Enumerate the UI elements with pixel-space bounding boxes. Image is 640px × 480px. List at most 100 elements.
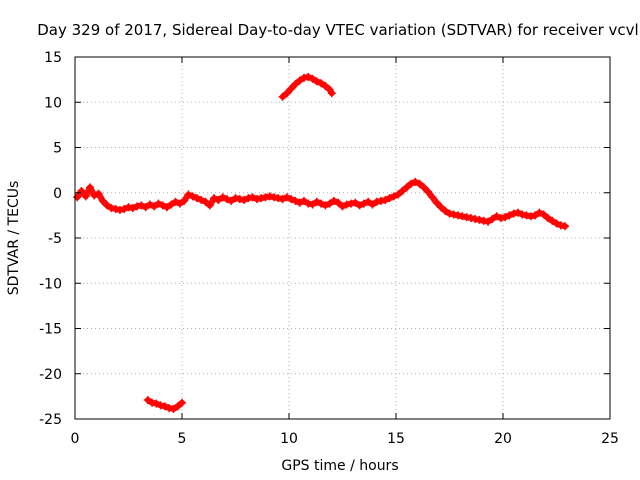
y-tick-label: -10	[39, 276, 62, 292]
data-point	[484, 217, 493, 226]
data-point	[214, 195, 223, 204]
data-point	[291, 196, 300, 205]
data-point	[175, 199, 184, 208]
data-point	[295, 76, 304, 85]
y-tick-label: -5	[48, 231, 62, 247]
data-point	[548, 216, 557, 225]
data-point	[445, 209, 454, 218]
data-point	[111, 205, 120, 214]
y-tick-label: -25	[39, 412, 62, 428]
data-point	[222, 195, 231, 204]
y-tick-label: 15	[44, 50, 62, 66]
data-point	[171, 197, 180, 206]
data-point	[73, 193, 82, 202]
data-point	[432, 198, 441, 207]
data-point	[85, 183, 94, 192]
data-point	[124, 203, 133, 212]
y-tick-label: 0	[53, 186, 62, 202]
series-arc-1	[278, 72, 336, 101]
data-point	[180, 196, 189, 205]
data-point	[210, 194, 219, 203]
data-point	[143, 395, 152, 404]
data-point	[282, 193, 291, 202]
data-point	[449, 210, 458, 219]
data-point	[188, 192, 197, 201]
data-point	[441, 206, 450, 215]
data-point	[561, 222, 570, 231]
data-point	[257, 194, 266, 203]
data-point	[539, 210, 548, 219]
data-point	[165, 404, 174, 413]
data-point	[488, 214, 497, 223]
data-point	[173, 402, 182, 411]
data-point	[287, 84, 296, 93]
data-point	[325, 199, 334, 208]
data-point	[458, 212, 467, 221]
data-point	[265, 192, 274, 201]
y-axis-label: SDTVAR / TECUs	[6, 181, 22, 296]
chart-title: Day 329 of 2017, Sidereal Day-to-day VTE…	[37, 21, 638, 39]
data-point	[282, 89, 291, 98]
data-point	[347, 199, 356, 208]
data-point	[513, 208, 522, 217]
data-point	[308, 74, 317, 83]
data-point	[327, 89, 336, 98]
data-point	[103, 201, 112, 210]
data-point	[145, 200, 154, 209]
data-point	[321, 201, 330, 210]
data-point	[304, 72, 313, 81]
data-point	[505, 211, 514, 220]
series-main	[73, 177, 570, 231]
data-point	[479, 216, 488, 225]
data-point	[402, 183, 411, 192]
data-point	[398, 186, 407, 195]
data-point	[317, 199, 326, 208]
data-point	[394, 190, 403, 199]
data-point	[471, 214, 480, 223]
data-point	[120, 205, 129, 214]
data-point	[201, 197, 210, 206]
data-point	[115, 205, 124, 214]
x-tick-label: 15	[387, 431, 405, 447]
x-tick-label: 0	[71, 431, 80, 447]
data-point	[543, 214, 552, 223]
data-point	[312, 77, 321, 86]
data-point	[295, 198, 304, 207]
data-point	[501, 213, 510, 222]
data-point	[411, 177, 420, 186]
data-point	[377, 196, 386, 205]
data-point	[133, 202, 142, 211]
data-point	[359, 199, 368, 208]
y-tick-label: 10	[44, 95, 62, 111]
data-point	[94, 189, 103, 198]
data-point	[424, 187, 433, 196]
data-point	[299, 196, 308, 205]
data-point	[299, 73, 308, 82]
data-point	[304, 199, 313, 208]
data-point	[321, 81, 330, 90]
axis-ticks: 0 5 10 15 20 25 15 10 5 0 -5 -10 -15 -20 -25	[39, 50, 619, 447]
data-point	[406, 179, 415, 188]
data-point	[158, 201, 167, 210]
x-axis-label: GPS time / hours	[281, 458, 398, 474]
data-point	[342, 200, 351, 209]
data-point	[466, 214, 475, 223]
data-point	[334, 198, 343, 207]
data-point	[240, 195, 249, 204]
data-point	[248, 193, 257, 202]
data-point	[98, 196, 107, 205]
data-point	[454, 211, 463, 220]
data-point	[278, 195, 287, 204]
data-point	[415, 179, 424, 188]
data-point	[526, 212, 535, 221]
data-point	[169, 405, 178, 414]
data-point	[308, 200, 317, 209]
data-point	[462, 213, 471, 222]
data-point	[150, 202, 159, 211]
x-tick-label: 5	[178, 431, 187, 447]
data-point	[329, 196, 338, 205]
data-point	[535, 208, 544, 217]
data-point	[475, 215, 484, 224]
data-point	[518, 210, 527, 219]
